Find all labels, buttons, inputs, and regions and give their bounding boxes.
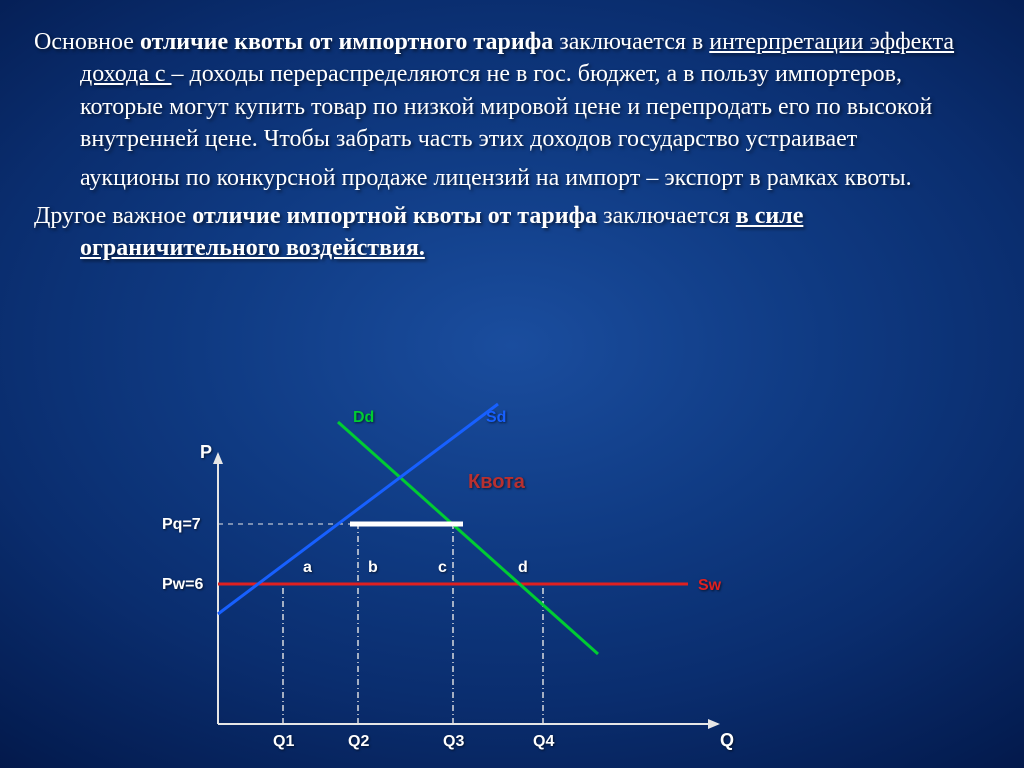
x-axis-label: Q bbox=[720, 730, 734, 750]
q-tick-Q1: Q1 bbox=[273, 733, 294, 750]
econ-chart: PQPq=7Pw=6Q1Q2Q3Q4SwDdSdКвотаabcd bbox=[158, 444, 758, 754]
paragraph-1: Основное отличие квоты от импортного тар… bbox=[34, 26, 990, 156]
region-d: d bbox=[518, 559, 528, 576]
demand-label: Dd bbox=[353, 409, 374, 426]
slide: Основное отличие квоты от импортного тар… bbox=[0, 0, 1024, 768]
p2-text: аукционы по конкурсной продаже лицензий … bbox=[80, 165, 912, 191]
chart-svg: PQPq=7Pw=6Q1Q2Q3Q4SwDdSdКвотаabcd bbox=[158, 444, 758, 754]
paragraph-3: Другое важное отличие импортной квоты от… bbox=[34, 200, 990, 265]
demand-line bbox=[338, 422, 598, 654]
y-axis-arrow-icon bbox=[213, 452, 223, 464]
region-a: a bbox=[303, 559, 312, 576]
p3-bold: отличие импортной квоты от тарифа bbox=[192, 203, 597, 229]
paragraph-2: аукционы по конкурсной продаже лицензий … bbox=[34, 162, 990, 194]
p3-after-bold: заключается bbox=[597, 203, 736, 229]
p1-lead: Основное bbox=[34, 29, 140, 55]
pw-label: Pw=6 bbox=[162, 576, 203, 593]
q-tick-Q2: Q2 bbox=[348, 733, 369, 750]
x-axis-arrow-icon bbox=[708, 719, 720, 729]
world-supply-label: Sw bbox=[698, 577, 722, 594]
quota-label: Квота bbox=[468, 471, 526, 493]
domestic-supply-label: Sd bbox=[486, 409, 506, 426]
p1-rest: – доходы перераспределяются не в гос. бю… bbox=[80, 61, 932, 152]
region-c: c bbox=[438, 559, 447, 576]
p1-bold: отличие квоты от импортного тарифа bbox=[140, 29, 553, 55]
q-tick-Q4: Q4 bbox=[533, 733, 554, 750]
pq-label: Pq=7 bbox=[162, 516, 201, 533]
y-axis-label: P bbox=[200, 442, 212, 462]
p3-lead: Другое важное bbox=[34, 203, 192, 229]
q-tick-Q3: Q3 bbox=[443, 733, 464, 750]
region-b: b bbox=[368, 559, 378, 576]
p1-after-bold: заключается в bbox=[553, 29, 709, 55]
